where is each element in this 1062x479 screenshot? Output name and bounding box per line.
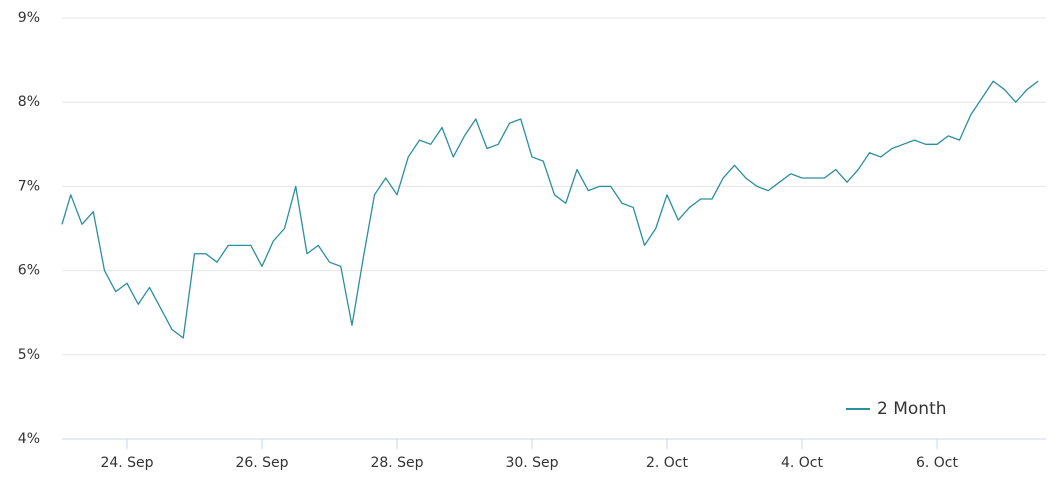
y-tick-label: 6% bbox=[18, 263, 40, 279]
legend-label: 2 Month bbox=[877, 399, 947, 419]
x-tick-label: 6. Oct bbox=[916, 455, 959, 471]
x-tick-label: 2. Oct bbox=[646, 455, 689, 471]
x-tick-label: 28. Sep bbox=[370, 455, 423, 471]
x-tick-label: 26. Sep bbox=[235, 455, 288, 471]
x-tick-label: 4. Oct bbox=[781, 455, 824, 471]
y-tick-label: 8% bbox=[18, 94, 40, 110]
x-tick-label: 30. Sep bbox=[505, 455, 558, 471]
x-tick-label: 24. Sep bbox=[100, 455, 153, 471]
y-tick-label: 5% bbox=[18, 347, 40, 363]
y-tick-label: 4% bbox=[18, 431, 40, 447]
y-tick-label: 9% bbox=[18, 10, 40, 26]
data-line bbox=[61, 80, 1039, 339]
y-tick-label: 7% bbox=[18, 178, 40, 194]
